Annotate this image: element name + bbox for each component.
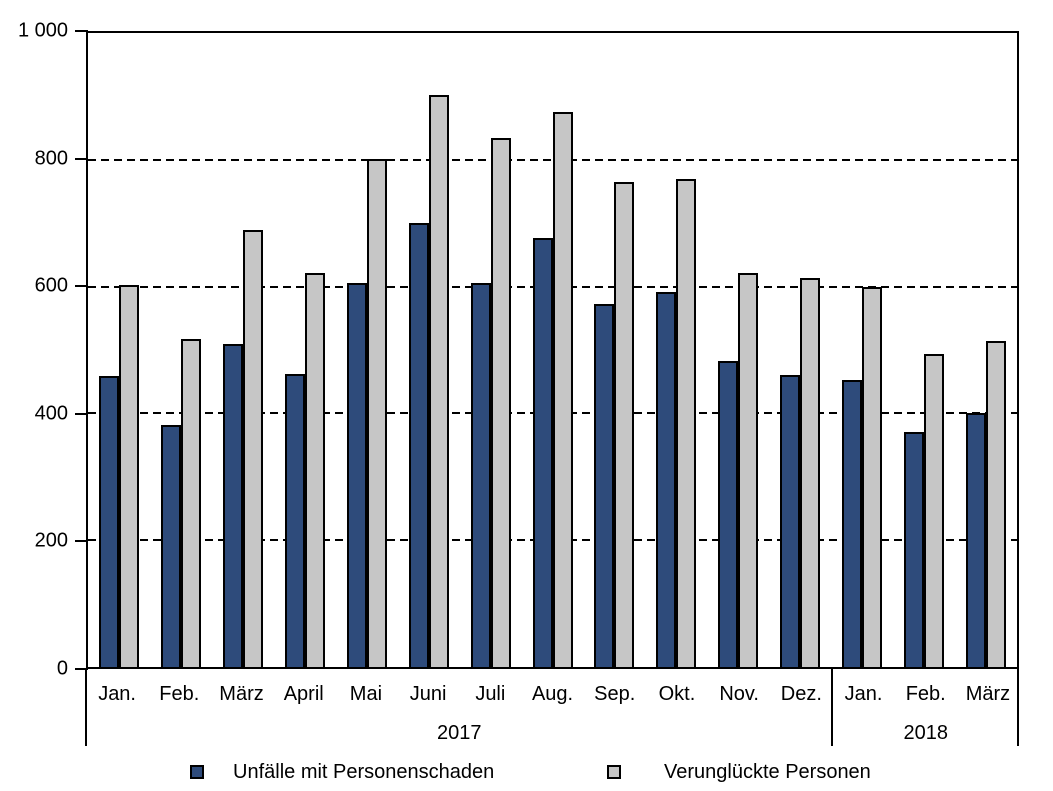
bar-group-2018-feb [893,33,955,667]
x-axis-label-1: Feb. [159,683,200,705]
x-axis-label-8: Sep. [594,683,636,705]
bar-group-2017-aug [522,33,584,667]
bars-layer [88,33,1017,667]
bar-unfaelle-14 [966,412,987,667]
x-axis-label-2: März [219,683,264,705]
year-row: 2017 2018 [86,722,1019,745]
bar-verunglueckte-5 [428,94,449,667]
y-axis-tick [75,668,88,670]
bar-unfaelle-11 [780,374,801,667]
bar-verunglueckte-2 [242,229,263,667]
bar-group-2017-feb [150,33,212,667]
x-axis-label-6: Juli [475,683,506,705]
bar-unfaelle-6 [470,282,491,667]
legend-square-icon-verunglueckte [607,765,621,779]
bar-group-2018-märz [955,33,1017,667]
y-axis-label: 0 [56,657,68,680]
year-label-2017: 2017 [436,722,482,744]
bracket-line-divider [831,669,833,746]
bar-unfaelle-3 [284,374,305,667]
bar-unfaelle-4 [346,282,367,667]
x-axis-label-5: Juni [409,683,447,705]
y-axis-tick [75,30,88,32]
bar-verunglueckte-3 [304,272,325,667]
bar-group-2017-april [274,33,336,667]
y-axis-label: 400 [34,402,68,425]
legend-item-unfaelle: Unfälle mit Personenschaden [190,758,494,786]
bar-verunglueckte-8 [614,182,635,667]
y-axis-tick [75,540,88,543]
x-axis-label-14: März [965,683,1011,705]
bar-group-2017-sep [584,33,646,667]
bar-group-2017-märz [212,33,274,667]
legend-label-unfaelle: Unfälle mit Personenschaden [233,760,495,783]
bar-group-2017-juli [460,33,522,667]
bar-group-2017-jan [88,33,150,667]
bar-verunglueckte-10 [738,272,759,667]
y-axis-tick [75,157,88,160]
bar-unfaelle-1 [160,425,181,667]
x-axis-labels: Jan. Feb. März April Mai Juni Juli Aug. Sep. Okt.… [86,683,1019,706]
legend-item-verungglueckte: Verunglückte Personen [607,758,871,786]
bar-unfaelle-8 [594,304,615,667]
y-axis-label: 600 [34,274,68,297]
legend-square-icon-unfaelle [190,765,204,779]
year-label-2018: 2018 [903,722,948,744]
bar-unfaelle-7 [532,238,553,667]
bar-unfaelle-10 [718,361,739,667]
bar-verunglueckte-11 [800,277,821,667]
bar-verunglueckte-9 [676,178,697,667]
x-axis-label-12: Jan. [844,683,883,705]
bar-verunglueckte-1 [180,338,201,667]
bar-group-2017-nov [707,33,769,667]
bar-unfaelle-12 [842,380,863,667]
bar-group-2017-juni [398,33,460,667]
x-axis-label-13: Feb. [905,683,946,705]
bar-verunglueckte-4 [366,159,387,667]
bar-group-2017-dez [769,33,831,667]
bracket-line-left [85,669,87,746]
x-axis-label-7: Aug. [531,683,574,705]
bar-unfaelle-5 [408,223,429,667]
bar-unfaelle-9 [656,291,677,667]
x-axis-label-3: April [283,683,324,705]
bar-verunglueckte-12 [862,286,883,667]
gridline-800 [88,158,1017,161]
bar-unfaelle-2 [222,343,243,667]
bar-verunglueckte-7 [552,112,573,667]
x-axis-label-11: Dez. [780,683,822,705]
bar-unfaelle-13 [904,431,925,667]
bar-verunglueckte-0 [118,284,139,667]
x-axis-label-9: Okt. [658,683,696,705]
plot-area [86,31,1019,669]
y-axis-label: 200 [34,529,68,552]
bar-unfaelle-0 [98,376,119,667]
bar-group-2017-okt [645,33,707,667]
bar-verunglueckte-13 [924,353,945,667]
y-axis: 1 000 800 600 400 200 0 [0,20,88,680]
legend-label-verunglueckte: Verunglückte Personen [664,760,871,783]
y-axis-label: 1 000 [17,19,68,42]
x-axis-label-4: Mai [349,683,383,705]
bar-verunglueckte-14 [986,341,1007,667]
x-axis-label-10: Nov. [719,683,759,705]
bar-group-2017-mai [336,33,398,667]
y-axis-tick [75,285,88,288]
y-axis-label: 800 [34,147,68,170]
bar-verunglueckte-6 [490,137,511,667]
bar-group-2018-jan [831,33,893,667]
x-axis-label-0: Jan. [98,683,136,705]
y-axis-tick [75,412,88,415]
bracket-line-right [1017,669,1019,746]
